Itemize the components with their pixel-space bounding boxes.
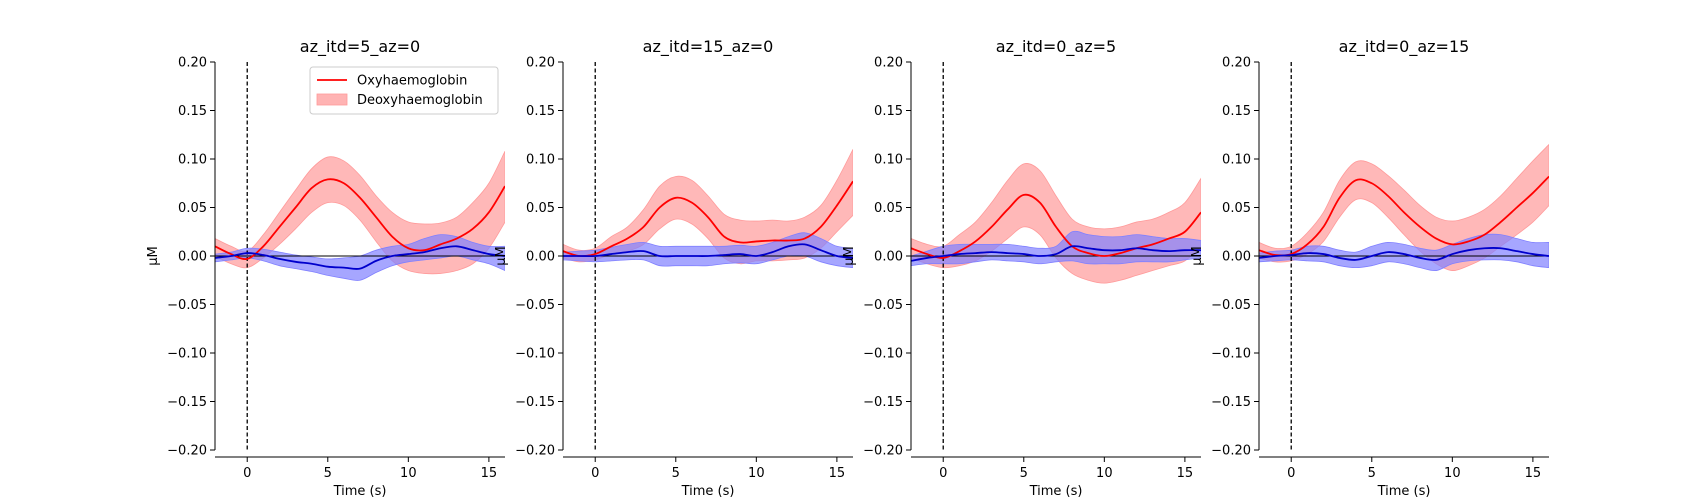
y-tick-label: −0.05	[167, 298, 207, 313]
y-tick-label: −0.05	[1211, 298, 1251, 313]
x-tick-label: 5	[672, 466, 680, 481]
y-tick-label: 0.15	[526, 104, 555, 119]
y-tick-label: −0.20	[515, 444, 555, 459]
y-tick-label: −0.10	[167, 347, 207, 362]
y-tick-label: −0.05	[863, 298, 903, 313]
y-tick-label: 0.05	[178, 201, 207, 216]
band-oxyhaemoglobin	[563, 149, 853, 265]
y-tick-label: 0.00	[178, 250, 207, 265]
line-deoxyhaemoglobin	[1259, 247, 1549, 261]
y-tick-label: −0.10	[515, 347, 555, 362]
panel-title: az_itd=0_az=15	[1339, 37, 1470, 57]
y-tick-label: −0.05	[515, 298, 555, 313]
y-tick-label: 0.05	[874, 201, 903, 216]
y-tick-label: 0.20	[526, 56, 555, 71]
x-tick-label: 15	[1177, 466, 1194, 481]
legend-box	[309, 66, 499, 115]
y-tick-label: 0.00	[526, 250, 555, 265]
line-deoxyhaemoglobin	[215, 245, 505, 270]
y-tick-label: 0.15	[874, 104, 903, 119]
x-tick-label: 0	[243, 466, 251, 481]
x-tick-label: 10	[1444, 466, 1461, 481]
y-tick-label: 0.15	[1222, 104, 1251, 119]
band-deoxyhaemoglobin	[215, 234, 505, 281]
plot-area	[215, 62, 505, 450]
panel-4: −0.20 −0.15 −0.10 −0.05 0.00 0.05 0.10 0.15 0.20…	[1190, 37, 1549, 499]
y-tick-label: 0.20	[178, 56, 207, 71]
x-axis-label: Time (s)	[681, 484, 735, 499]
y-axis-label: µM	[146, 246, 161, 266]
x-tick-label: 15	[481, 466, 498, 481]
x-tick-label: 10	[1096, 466, 1113, 481]
y-tick-label: −0.15	[1211, 395, 1251, 410]
x-tick-label: 0	[591, 466, 599, 481]
y-tick-label: 0.10	[526, 153, 555, 168]
y-tick-label: 0.20	[1222, 56, 1251, 71]
band-deoxyhaemoglobin	[911, 230, 1201, 267]
y-tick-label: 0.05	[1222, 201, 1251, 216]
x-axis-label: Time (s)	[333, 484, 387, 499]
band-deoxyhaemoglobin	[563, 232, 853, 269]
line-oxyhaemoglobin	[215, 178, 505, 261]
line-deoxyhaemoglobin	[563, 243, 853, 259]
x-tick-label: 0	[939, 466, 947, 481]
x-tick-label: 15	[829, 466, 846, 481]
x-tick-label: 5	[1368, 466, 1376, 481]
x-axis-label: Time (s)	[1029, 484, 1083, 499]
x-tick-label: 5	[1020, 466, 1028, 481]
x-tick-label: 10	[400, 466, 417, 481]
legend-patch-deoxyhaemoglobin	[316, 93, 348, 106]
y-tick-label: −0.10	[863, 347, 903, 362]
band-oxyhaemoglobin	[911, 163, 1201, 284]
panel-title: az_itd=0_az=5	[996, 37, 1116, 57]
panel-2: −0.20 −0.15 −0.10 −0.05 0.00 0.05 0.10 0.15 0.20…	[494, 37, 853, 499]
y-tick-label: −0.20	[167, 444, 207, 459]
panel-title: az_itd=5_az=0	[300, 37, 420, 57]
panel-title: az_itd=15_az=0	[643, 37, 774, 57]
panel-1: −0.20 −0.15 −0.10 −0.05 0.00 0.05 0.10 0.15 0.20…	[146, 37, 505, 499]
plot-area	[911, 62, 1201, 450]
y-tick-label: 0.10	[1222, 153, 1251, 168]
y-tick-label: −0.15	[863, 395, 903, 410]
line-oxyhaemoglobin	[1259, 175, 1549, 257]
y-tick-label: −0.10	[1211, 347, 1251, 362]
y-tick-label: 0.10	[178, 153, 207, 168]
y-tick-label: −0.15	[515, 395, 555, 410]
y-tick-label: −0.20	[1211, 444, 1251, 459]
line-oxyhaemoglobin	[563, 180, 853, 258]
y-tick-label: 0.00	[1222, 250, 1251, 265]
y-tick-label: 0.10	[874, 153, 903, 168]
line-oxyhaemoglobin	[911, 193, 1201, 259]
x-axis-label: Time (s)	[1377, 484, 1431, 499]
band-deoxyhaemoglobin	[1259, 233, 1549, 272]
plot-area	[563, 62, 853, 450]
y-axis-label: µM	[842, 246, 857, 266]
x-tick-label: 15	[1525, 466, 1542, 481]
legend-label-deoxyhaemoglobin: Deoxyhaemoglobin	[357, 93, 483, 108]
x-tick-label: 10	[748, 466, 765, 481]
y-axis-label: µM	[1190, 246, 1205, 266]
legend: Oxyhaemoglobin Deoxyhaemoglobin	[309, 66, 499, 115]
panel-3: −0.20 −0.15 −0.10 −0.05 0.00 0.05 0.10 0.15 0.20…	[842, 37, 1201, 499]
y-tick-label: 0.15	[178, 104, 207, 119]
legend-label-oxyhaemoglobin: Oxyhaemoglobin	[357, 74, 467, 89]
y-tick-label: 0.05	[526, 201, 555, 216]
plot-area	[1259, 62, 1549, 450]
line-deoxyhaemoglobin	[911, 245, 1201, 262]
x-tick-label: 5	[324, 466, 332, 481]
y-axis-label: µM	[494, 246, 509, 266]
y-tick-label: −0.20	[863, 444, 903, 459]
y-tick-label: −0.15	[167, 395, 207, 410]
y-tick-label: 0.00	[874, 250, 903, 265]
x-tick-label: 0	[1287, 466, 1295, 481]
y-tick-label: 0.20	[874, 56, 903, 71]
